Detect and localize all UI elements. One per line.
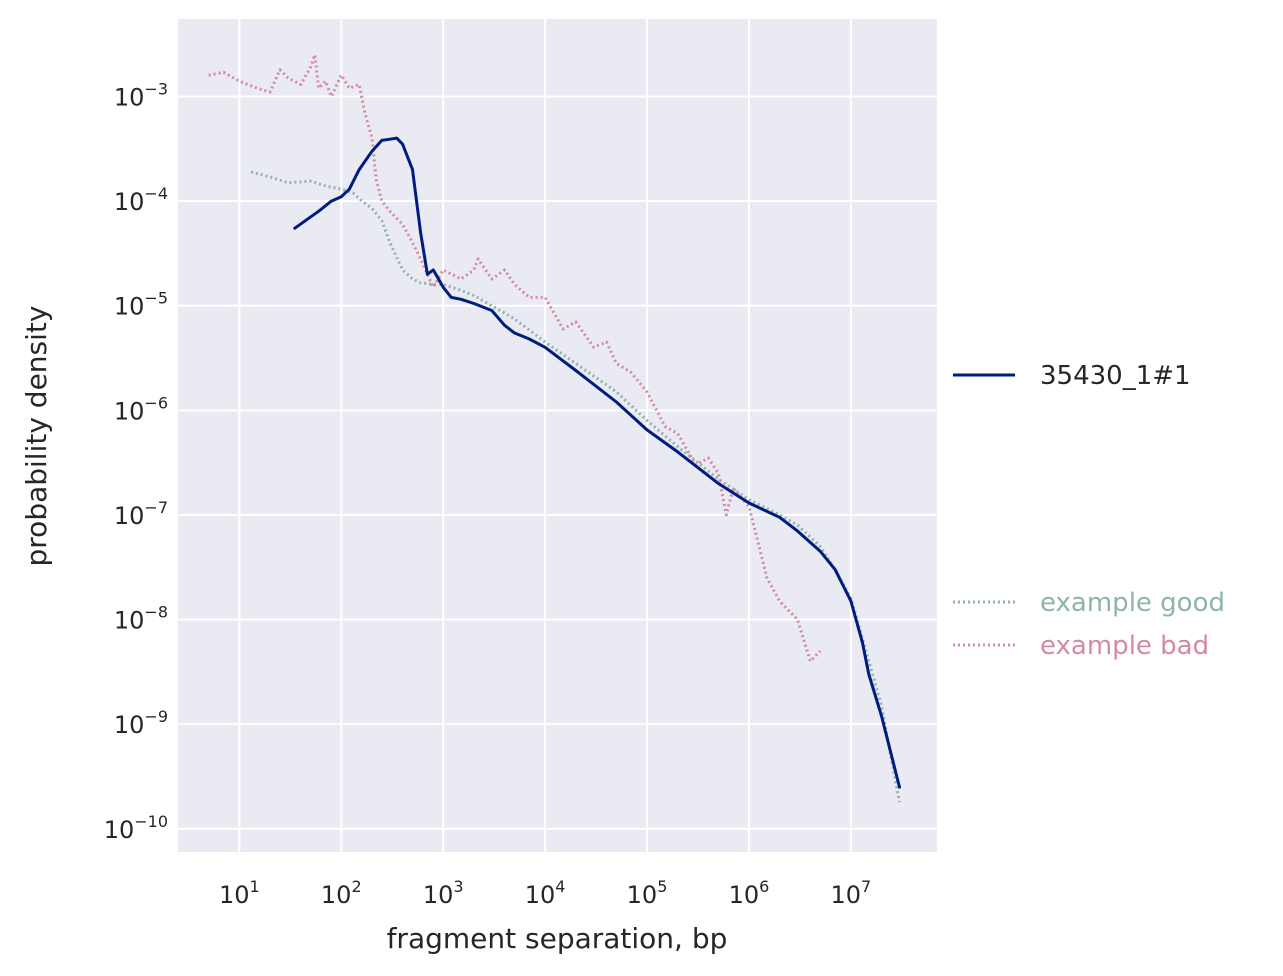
y-tick-label-base: 10 (114, 607, 145, 635)
y-tick-label-exponent: −10 (134, 812, 168, 831)
y-tick-label: 10−6 (114, 393, 168, 425)
x-tick-label-base: 10 (831, 881, 862, 909)
x-tick-label-base: 10 (729, 881, 760, 909)
y-tick-label-exponent: −8 (144, 603, 168, 622)
y-tick-label: 10−5 (114, 289, 168, 321)
series-line-0 (250, 170, 901, 803)
y-tick-label-exponent: −6 (144, 393, 168, 412)
x-tick-label-exponent: 4 (555, 877, 565, 896)
series-line-2 (293, 136, 901, 789)
x-tick-label: 107 (831, 877, 872, 909)
legend-label: 35430_1#1 (1040, 361, 1191, 391)
x-tick-label-exponent: 7 (861, 877, 871, 896)
x-tick-label: 103 (423, 877, 464, 909)
y-tick-label-base: 10 (114, 711, 145, 739)
y-tick-label: 10−7 (114, 498, 168, 530)
x-tick-label-base: 10 (525, 881, 556, 909)
x-tick-label: 104 (525, 877, 566, 909)
x-tick-label: 106 (729, 877, 770, 909)
y-tick-label-base: 10 (114, 397, 145, 425)
x-tick-label-exponent: 3 (453, 877, 463, 896)
legend-label: example good (1040, 588, 1225, 618)
x-tick-label-base: 10 (627, 881, 658, 909)
y-tick-label-base: 10 (114, 502, 145, 530)
y-tick-label-base: 10 (104, 816, 135, 844)
x-tick-label: 105 (627, 877, 668, 909)
x-tick-label: 102 (321, 877, 362, 909)
y-tick-label-exponent: −3 (144, 79, 168, 98)
y-tick-label-base: 10 (114, 83, 145, 111)
y-tick-label: 10−10 (104, 812, 168, 844)
legend: example good example bad 35430_1#1 (953, 361, 1225, 661)
plot-area (178, 19, 937, 852)
y-tick-label-exponent: −7 (144, 498, 168, 517)
y-tick-label-exponent: −5 (144, 289, 168, 308)
y-tick-label-exponent: −9 (144, 707, 168, 726)
y-axis-label: probability density (20, 306, 53, 567)
x-tick-label: 101 (219, 877, 260, 909)
x-tick-label-base: 10 (321, 881, 352, 909)
y-tick-label-base: 10 (114, 293, 145, 321)
x-axis-label: fragment separation, bp (387, 922, 728, 955)
y-tick-label-base: 10 (114, 188, 145, 216)
x-tick-label-exponent: 1 (250, 877, 260, 896)
y-tick-label: 10−3 (114, 79, 168, 111)
y-tick-labels: 10−310−410−510−610−710−810−910−10 (104, 79, 168, 843)
x-tick-label-exponent: 6 (759, 877, 769, 896)
y-tick-label-exponent: −4 (144, 184, 168, 203)
y-tick-label: 10−8 (114, 603, 168, 635)
y-tick-label: 10−4 (114, 184, 168, 216)
grid (178, 19, 937, 852)
series-lines (208, 53, 901, 803)
legend-label: example bad (1040, 631, 1209, 661)
y-tick-label: 10−9 (114, 707, 168, 739)
x-tick-label-exponent: 5 (657, 877, 667, 896)
x-tick-labels: 101 102 103 104 105 106 107 (219, 877, 871, 909)
x-tick-label-base: 10 (219, 881, 250, 909)
x-tick-label-base: 10 (423, 881, 454, 909)
x-tick-label-exponent: 2 (351, 877, 361, 896)
